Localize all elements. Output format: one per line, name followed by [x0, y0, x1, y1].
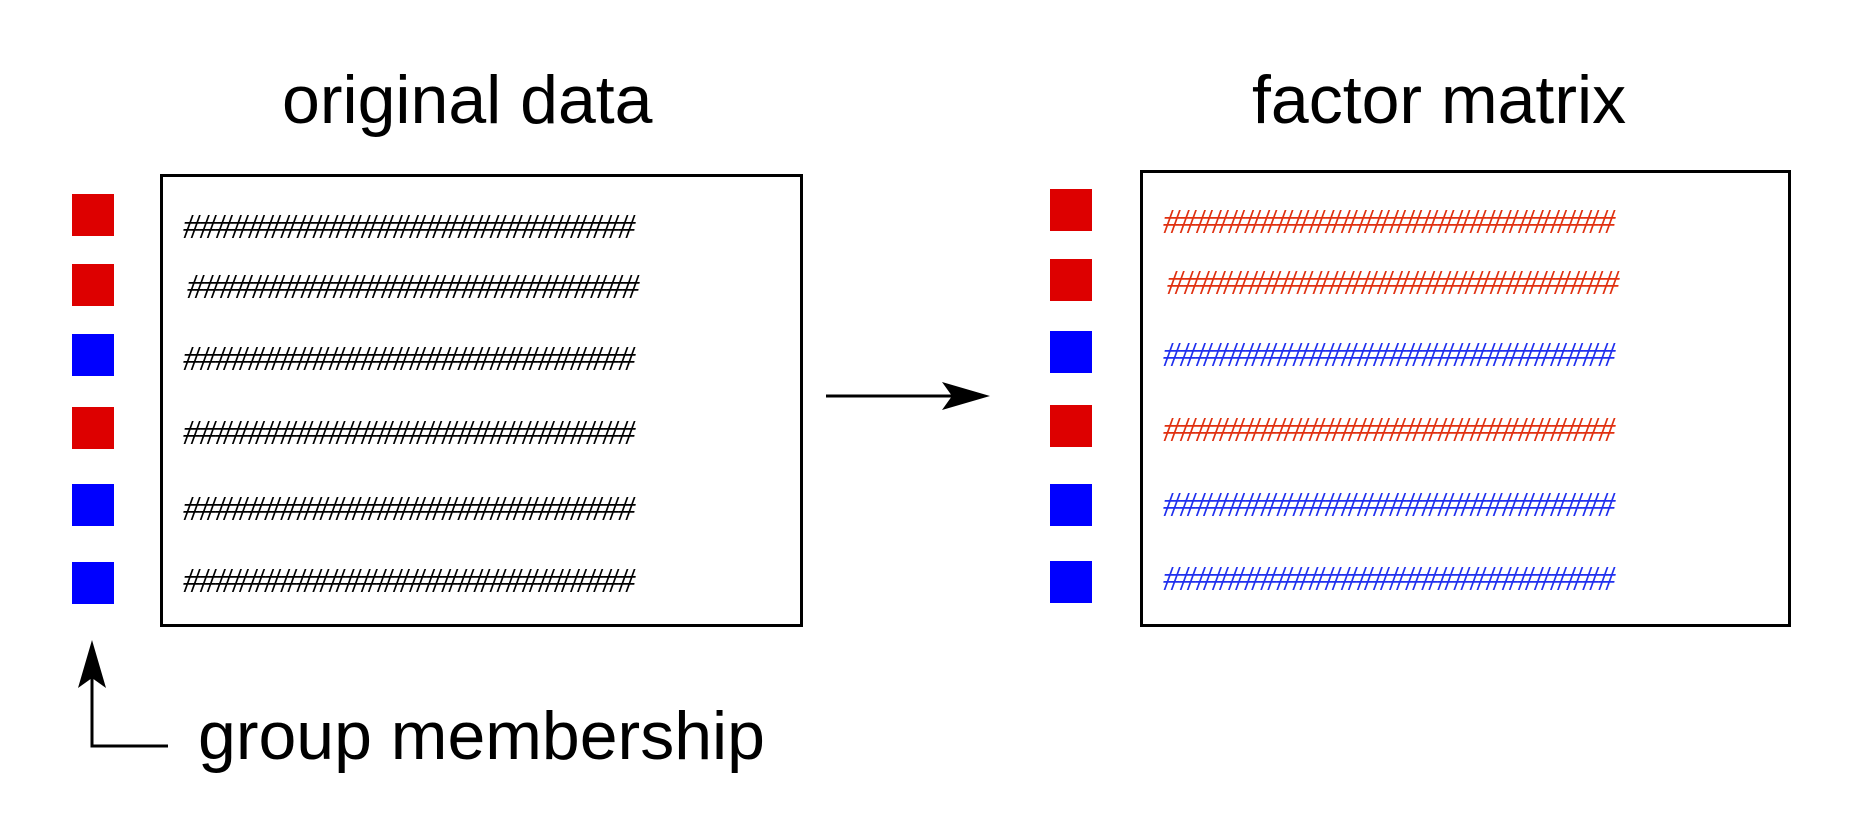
right-group-square [1050, 561, 1092, 603]
original-data-row: ############################ [183, 339, 635, 378]
original-data-row: ############################ [187, 267, 639, 306]
right-group-square [1050, 331, 1092, 373]
right-group-square [1050, 189, 1092, 231]
factor-matrix-row: ############################ [1163, 335, 1615, 374]
right-group-square [1050, 484, 1092, 526]
factor-matrix-row: ############################ [1163, 410, 1615, 449]
left-group-square [72, 407, 114, 449]
original-data-row: ############################ [183, 207, 635, 246]
right-arrow-icon [826, 382, 990, 410]
group-membership-caption: group membership [198, 698, 765, 774]
factor-matrix-row: ############################ [1163, 485, 1615, 524]
left-group-square [72, 334, 114, 376]
original-data-row: ############################ [183, 561, 635, 600]
original-data-row: ############################ [183, 413, 635, 452]
factor-matrix-title: factor matrix [1252, 62, 1627, 138]
right-group-square [1050, 405, 1092, 447]
left-group-square [72, 264, 114, 306]
left-group-square [72, 562, 114, 604]
factor-matrix-box: ############################ ###########… [1140, 170, 1791, 627]
factor-matrix-row: ############################ [1163, 559, 1615, 598]
left-group-square [72, 194, 114, 236]
factor-matrix-row: ############################ [1167, 263, 1619, 302]
original-data-box: ############################ ###########… [160, 174, 803, 627]
original-data-title: original data [282, 62, 653, 138]
right-group-square [1050, 259, 1092, 301]
elbow-up-arrow-icon [78, 640, 168, 748]
factor-matrix-row: ############################ [1163, 202, 1615, 241]
left-group-square [72, 484, 114, 526]
original-data-row: ############################ [183, 489, 635, 528]
